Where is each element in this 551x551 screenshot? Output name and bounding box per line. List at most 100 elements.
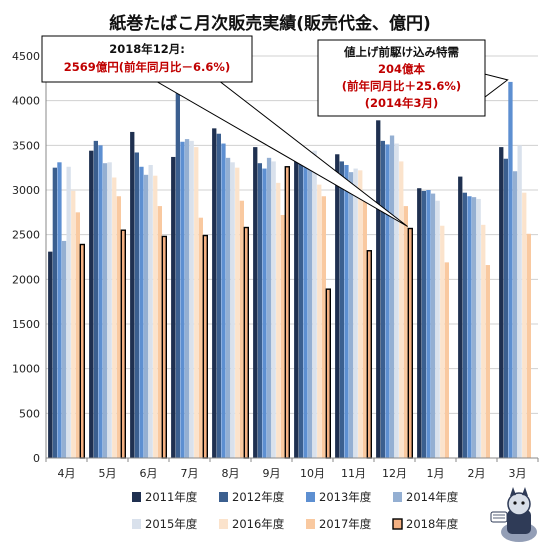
y-tick-label: 3000 — [12, 184, 40, 197]
bar — [467, 196, 472, 458]
legend-item: 2017年度 — [306, 517, 372, 531]
bar — [112, 177, 117, 458]
bar — [189, 140, 194, 458]
y-tick-label: 1500 — [12, 318, 40, 331]
x-tick-label: 7月 — [181, 467, 199, 480]
bar — [430, 193, 436, 458]
bar — [280, 215, 285, 458]
bar — [303, 149, 308, 459]
x-tick-label: 6月 — [140, 467, 158, 480]
bar — [71, 190, 76, 459]
bar — [421, 190, 426, 459]
bar — [198, 217, 203, 458]
bar — [153, 175, 158, 458]
bar — [362, 194, 367, 458]
y-axis-ticks: 0 500 1000 1500 2000 2500 3000 3500 4000 4500 — [12, 50, 40, 465]
legend-label: 2011年度 — [145, 490, 198, 504]
bar — [276, 182, 281, 458]
bar — [61, 240, 67, 458]
legend-swatch — [306, 492, 315, 502]
bar — [380, 140, 385, 458]
y-tick-label: 2000 — [12, 273, 40, 286]
bar — [344, 164, 349, 458]
bar — [440, 225, 445, 458]
callout-text: 値上げ前駆け込み特需 — [343, 45, 459, 59]
legend-label: 2018年度 — [406, 517, 459, 531]
x-tick-label: 4月 — [58, 467, 76, 480]
bar — [48, 251, 53, 458]
legend-swatch — [219, 492, 228, 502]
bar — [403, 206, 408, 458]
bar — [171, 156, 176, 459]
bar — [526, 233, 531, 458]
bar — [294, 159, 299, 459]
legend-item: 2015年度 — [132, 517, 198, 531]
bar — [444, 262, 449, 458]
bar — [120, 229, 127, 459]
legend-label: 2014年度 — [406, 490, 459, 504]
bar — [426, 190, 431, 458]
bar — [243, 226, 250, 459]
bar — [407, 227, 413, 459]
bar — [57, 162, 62, 458]
bar — [458, 176, 463, 458]
x-tick-label: 12月 — [382, 467, 407, 480]
bar — [93, 140, 98, 458]
legend-item: 2014年度 — [393, 490, 459, 504]
y-tick-label: 4500 — [12, 50, 40, 63]
callout-text: 204億本 — [378, 62, 426, 76]
bar — [130, 131, 135, 458]
bar — [353, 168, 358, 458]
legend-label: 2015年度 — [145, 517, 198, 531]
axes — [45, 56, 538, 459]
bar — [471, 197, 477, 458]
legend: 2011年度 2012年度 2013年度 2014年度 2015年度 2016年度 2017… — [132, 490, 459, 531]
bar — [66, 166, 71, 459]
y-tick-label: 4000 — [12, 95, 40, 108]
bar — [298, 146, 303, 458]
bar — [499, 147, 504, 458]
callout-text: 2569億円(前年同月比－6.6%) — [64, 60, 230, 74]
bar — [512, 171, 518, 459]
bar — [180, 141, 185, 458]
y-tick-label: 2500 — [12, 229, 40, 242]
bar — [257, 163, 262, 458]
bar — [517, 145, 522, 459]
bar — [230, 162, 235, 458]
bar — [79, 243, 86, 459]
x-tick-label: 8月 — [222, 467, 240, 480]
bar — [157, 206, 162, 458]
bar — [139, 166, 144, 459]
bar — [221, 143, 226, 458]
bar — [116, 196, 121, 458]
legend-label: 2017年度 — [319, 517, 372, 531]
callout: 2018年12月: 2569億円(前年同月比－6.6%) — [41, 35, 408, 227]
bar — [52, 167, 57, 458]
bar — [134, 152, 139, 459]
bar — [417, 188, 422, 459]
bar — [307, 155, 313, 458]
legend-item: 2013年度 — [306, 490, 372, 504]
y-tick-label: 1000 — [12, 363, 40, 376]
mascot-illustration — [490, 487, 537, 542]
callout-box — [41, 35, 253, 83]
bar — [143, 174, 149, 458]
legend-item: 2018年度 — [392, 517, 459, 531]
bar — [481, 224, 486, 458]
legend-item: 2011年度 — [132, 490, 198, 504]
x-tick-label: 1月 — [427, 467, 445, 480]
y-tick-label: 3500 — [12, 139, 40, 152]
bar — [253, 147, 258, 458]
bar — [202, 234, 209, 459]
bar — [366, 250, 372, 459]
bar — [216, 133, 221, 458]
bar — [522, 192, 527, 458]
bar — [161, 235, 168, 459]
y-tick-label: 500 — [19, 407, 40, 420]
bars — [48, 81, 531, 459]
bar — [262, 168, 267, 458]
bar — [184, 139, 190, 458]
bar — [325, 288, 331, 459]
